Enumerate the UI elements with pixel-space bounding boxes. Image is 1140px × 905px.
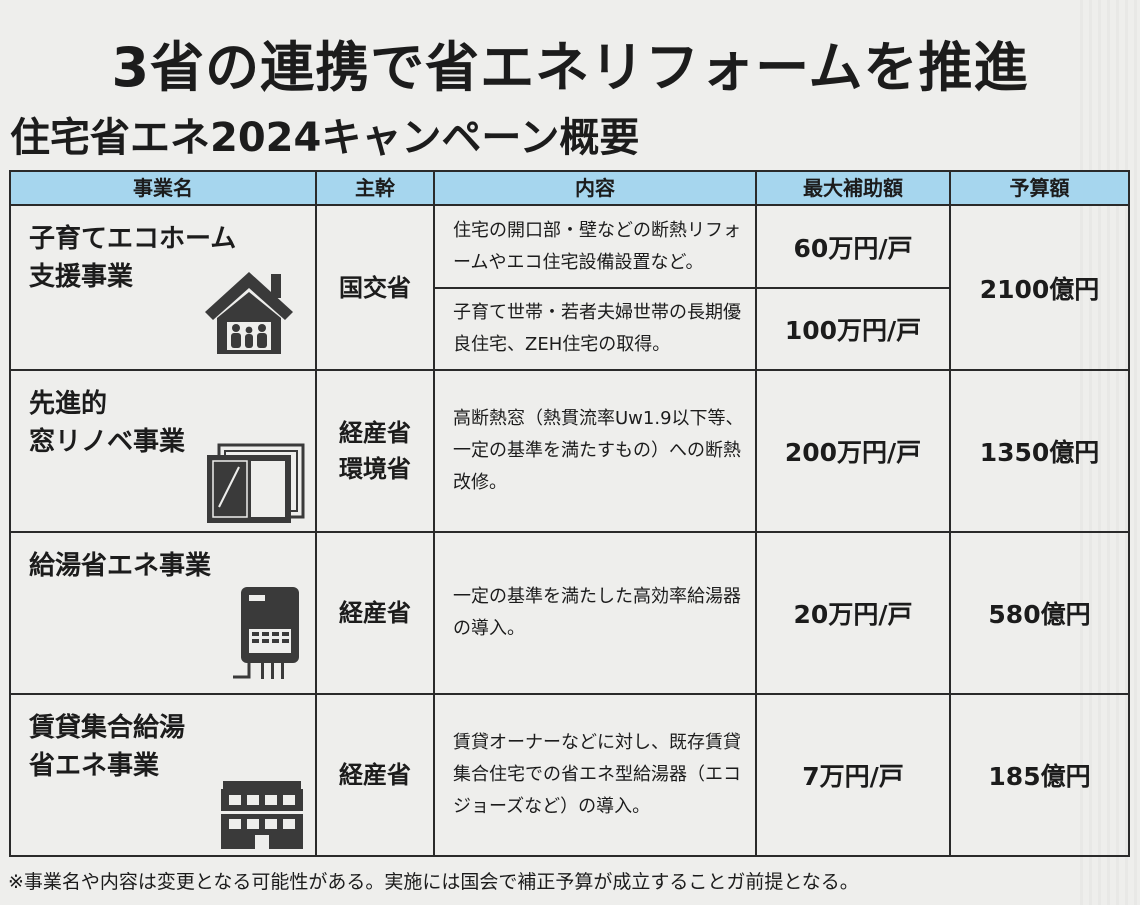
max-subsidy-cell: 7万円/戸 (755, 693, 951, 857)
project-name-line: 支援事業 (29, 262, 134, 292)
lead-ministry-line: 環境省 (339, 455, 411, 483)
lead-ministry-cell: 国交省 (315, 204, 435, 371)
water-heater-icon (233, 587, 299, 679)
page-title: 3省の連携で省エネリフォームを推進 (111, 36, 1029, 99)
lead-ministry-cell: 経産省 (315, 693, 435, 857)
budget-cell: 580億円 (949, 531, 1130, 695)
table-row: 給湯省エネ事業 経産省 一定の基準を満たした高効率給湯器の導入。 20万円/戸 … (9, 531, 1130, 695)
content-cell: 一定の基準を満たした高効率給湯器の導入。 (433, 531, 757, 695)
family-house-icon (205, 272, 293, 354)
lead-ministry-cell: 経産省 環境省 (315, 369, 435, 533)
campaign-table: 事業名 主幹 内容 最大補助額 予算額 子育てエコホーム 支援事業 国交省 住宅… (9, 170, 1130, 857)
content-cell: 住宅の開口部・壁などの断熱リフォームやエコ住宅設備設置など。 (433, 204, 757, 289)
header-lead-ministry: 主幹 (315, 170, 435, 206)
project-name-line: 窓リノベ事業 (29, 427, 186, 457)
header-max-subsidy: 最大補助額 (755, 170, 951, 206)
page-subtitle: 住宅省エネ2024キャンペーン概要 (10, 115, 640, 161)
project-name-cell: 給湯省エネ事業 (9, 531, 317, 695)
budget-cell: 1350億円 (949, 369, 1130, 533)
project-name-line: 省エネ事業 (29, 751, 160, 781)
project-name-cell: 先進的 窓リノベ事業 (9, 369, 317, 533)
table-header-row: 事業名 主幹 内容 最大補助額 予算額 (9, 170, 1130, 206)
max-subsidy-cell: 200万円/戸 (755, 369, 951, 533)
budget-cell: 2100億円 (949, 204, 1130, 371)
project-name-line: 給湯省エネ事業 (29, 551, 212, 581)
content-cell: 高断熱窓（熱貫流率Uw1.9以下等、一定の基準を満たすもの）への断熱改修。 (433, 369, 757, 533)
lead-ministry-cell: 経産省 (315, 531, 435, 695)
max-subsidy-cell: 100万円/戸 (755, 287, 951, 371)
table-row: 子育て世帯・若者夫婦世帯の長期優良住宅、ZEH住宅の取得。 100万円/戸 (10, 287, 1129, 371)
table-row: 子育てエコホーム 支援事業 国交省 住宅の開口部・壁などの断熱リフォームやエコ住… (9, 204, 1130, 371)
header-content: 内容 (433, 170, 757, 206)
header-project-name: 事業名 (9, 170, 317, 206)
table-row: 賃貸集合給湯 省エネ事業 経産省 賃貸オーナーなどに対し、既存賃貸集合住宅での省… (9, 693, 1130, 857)
budget-cell: 185億円 (949, 693, 1130, 857)
content-cell: 子育て世帯・若者夫婦世帯の長期優良住宅、ZEH住宅の取得。 (433, 287, 757, 371)
lead-ministry-line: 経産省 (339, 419, 411, 447)
header-budget: 予算額 (949, 170, 1130, 206)
project-name-cell: 子育てエコホーム 支援事業 (9, 204, 317, 371)
max-subsidy-cell: 60万円/戸 (755, 204, 951, 289)
project-name-cell: 賃貸集合給湯 省エネ事業 (9, 693, 317, 857)
project-name-line: 子育てエコホーム (29, 224, 237, 254)
footnote: ※事業名や内容は変更となる可能性がある。実施には国会で補正予算が成立することガ前… (8, 871, 859, 893)
project-name-line: 先進的 (29, 389, 108, 419)
table-row: 先進的 窓リノベ事業 経産省 環境省 高断熱窓（熱貫流率Uw1.9以下等、一定の… (9, 369, 1130, 533)
window-icon (207, 443, 305, 523)
project-name-line: 賃貸集合給湯 (29, 713, 186, 743)
apartment-building-icon (221, 781, 303, 849)
max-subsidy-cell: 20万円/戸 (755, 531, 951, 695)
content-cell: 賃貸オーナーなどに対し、既存賃貸集合住宅での省エネ型給湯器（エコジョーズなど）の… (433, 693, 757, 857)
